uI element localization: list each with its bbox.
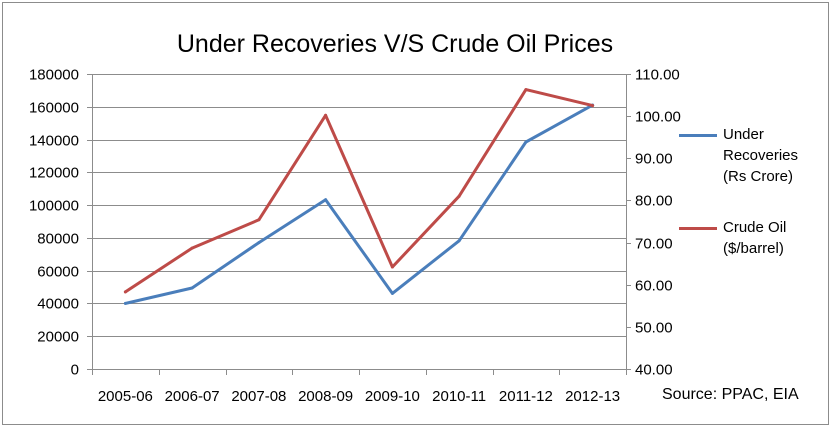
data-point-under-recoveries xyxy=(257,241,261,245)
right-tick-label: 70.00 xyxy=(635,236,673,253)
chart-frame xyxy=(2,2,829,425)
right-tick-label: 100.00 xyxy=(635,109,681,126)
series-line-crude-oil xyxy=(123,88,595,294)
right-tick-label: 110.00 xyxy=(635,67,680,84)
right-tick-label: 50.00 xyxy=(635,320,673,337)
data-point-crude-oil xyxy=(190,246,194,250)
left-tick-label: 100000 xyxy=(29,198,79,215)
chart-title: Under Recoveries V/S Crude Oil Prices xyxy=(176,30,614,58)
legend-label-under-recoveries: Under Recoveries (Rs Crore) xyxy=(723,126,799,185)
data-point-under-recoveries xyxy=(324,198,328,202)
left-tick-label: 180000 xyxy=(29,67,79,84)
right-tick-label: 60.00 xyxy=(635,278,673,295)
legend-item-crude-oil: Crude Oil ($/barrel) xyxy=(679,217,819,261)
x-tick-label: 2011-12 xyxy=(499,388,553,405)
data-point-crude-oil xyxy=(524,88,528,92)
data-point-crude-oil xyxy=(324,113,328,117)
right-tick-label: 40.00 xyxy=(635,362,673,379)
x-tick-label: 2007-08 xyxy=(231,388,286,405)
data-point-crude-oil xyxy=(457,194,461,198)
data-point-under-recoveries xyxy=(123,301,127,305)
x-tick-label: 2008-09 xyxy=(298,388,353,405)
left-tick-label: 20000 xyxy=(37,329,79,346)
data-point-under-recoveries xyxy=(524,140,528,144)
right-tick-label: 90.00 xyxy=(635,151,673,168)
x-tick-label: 2006-07 xyxy=(165,388,220,405)
series-line-under-recoveries xyxy=(123,103,595,305)
left-tick-label: 80000 xyxy=(37,231,79,248)
left-tick-label: 140000 xyxy=(29,133,79,150)
data-point-crude-oil xyxy=(390,265,394,269)
left-tick-label: 0 xyxy=(71,362,79,379)
left-tick-label: 60000 xyxy=(37,264,79,281)
x-tick-label: 2010-11 xyxy=(432,388,486,405)
legend-swatch-crude-oil xyxy=(679,227,717,230)
legend-label-crude-oil: Crude Oil ($/barrel) xyxy=(723,219,787,257)
data-point-under-recoveries xyxy=(457,239,461,243)
left-tick-label: 120000 xyxy=(29,165,79,182)
left-tick-label: 160000 xyxy=(29,100,79,117)
right-tick-label: 80.00 xyxy=(635,193,673,210)
legend-swatch-under-recoveries xyxy=(679,134,717,137)
x-tick-label: 2005-06 xyxy=(98,388,153,405)
data-point-under-recoveries xyxy=(190,286,194,290)
legend-item-under-recoveries: Under Recoveries (Rs Crore) xyxy=(679,124,819,190)
chart-source: Source: PPAC, EIA xyxy=(662,386,799,403)
x-tick-label: 2009-10 xyxy=(365,388,420,405)
x-tick-label: 2012-13 xyxy=(565,388,620,405)
data-point-crude-oil xyxy=(257,218,261,222)
data-point-under-recoveries xyxy=(390,291,394,295)
data-point-crude-oil xyxy=(591,104,595,108)
left-tick-label: 40000 xyxy=(37,296,79,313)
data-point-crude-oil xyxy=(123,290,127,294)
